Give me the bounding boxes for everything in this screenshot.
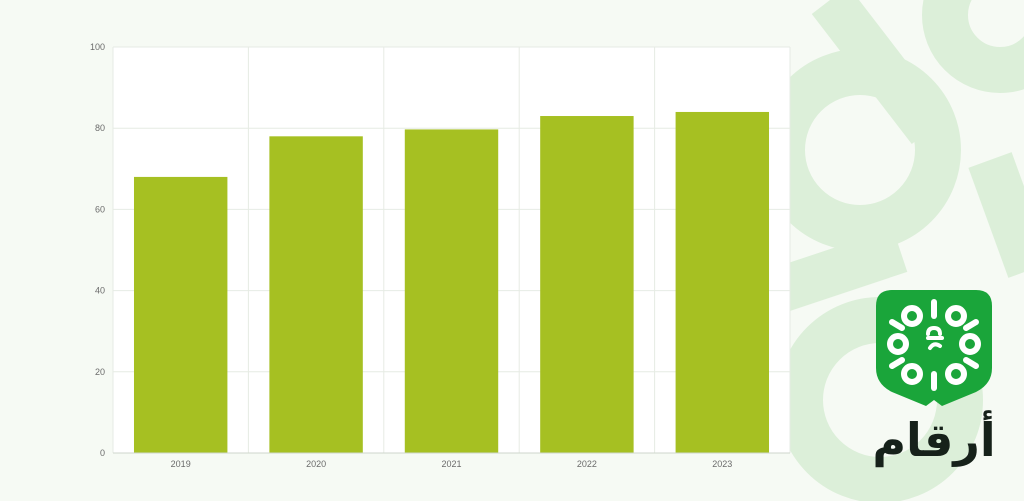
brand-logo: أرقام — [872, 282, 996, 478]
y-tick-label: 0 — [100, 448, 105, 458]
bar-2020 — [269, 136, 363, 453]
bar-2019 — [133, 176, 228, 454]
y-tick-label: 60 — [95, 204, 105, 214]
bar-2022 — [540, 116, 634, 454]
y-tick-label: 100 — [90, 42, 105, 52]
axes: 0 20 40 60 80 100 2019 2020 2021 2022 2023 — [90, 42, 790, 469]
y-tick-label: 20 — [95, 367, 105, 377]
bar-2021 — [404, 129, 499, 453]
y-tick-label: 80 — [95, 123, 105, 133]
deco-ring — [922, 0, 1024, 93]
bars — [133, 111, 770, 454]
deco-stroke — [772, 228, 908, 312]
y-tick-label: 40 — [95, 286, 105, 296]
brand-wordmark: أرقام — [872, 413, 996, 467]
x-tick-label: 2021 — [441, 459, 461, 469]
x-tick-label: 2020 — [306, 459, 326, 469]
x-tick-label: 2019 — [171, 459, 191, 469]
arqaam-logo-icon — [876, 290, 992, 406]
bar-2023 — [675, 111, 770, 454]
deco-stroke — [968, 152, 1024, 278]
x-tick-label: 2023 — [712, 459, 732, 469]
x-tick-label: 2022 — [577, 459, 597, 469]
